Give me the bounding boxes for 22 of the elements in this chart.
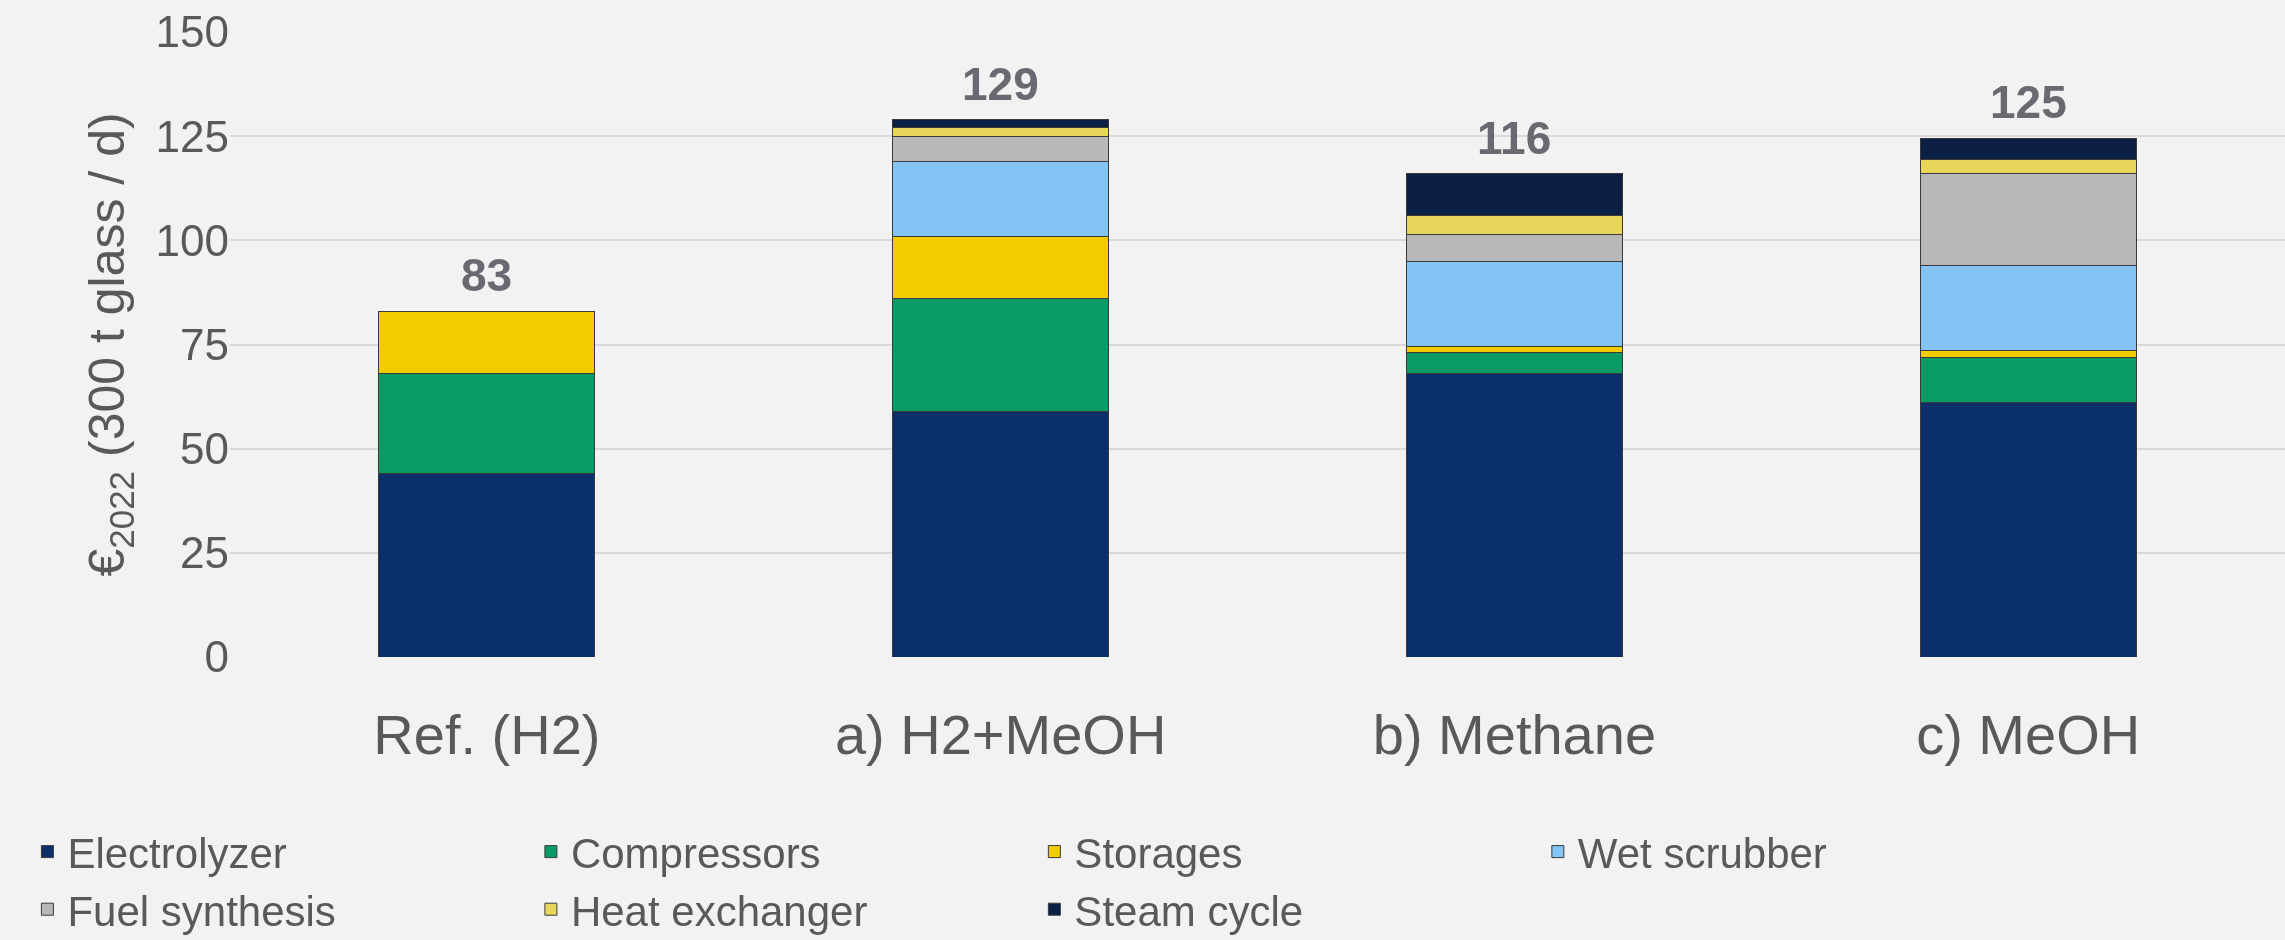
y-tick-label: 25 [180, 528, 229, 578]
legend-label: Compressors [570, 829, 821, 877]
y-tick-label: 50 [180, 424, 229, 474]
y-tick-label: 100 [155, 215, 229, 265]
x-tick-label: Ref. (H2) [373, 703, 601, 766]
y-tick-label: 150 [155, 7, 229, 57]
total-label: 116 [1477, 112, 1552, 164]
legend-label: Electrolyzer [67, 829, 287, 877]
y-tick-label: 0 [204, 632, 229, 682]
legend-label: Storages [1074, 829, 1243, 877]
legend-label: Heat exchanger [570, 887, 868, 935]
total-label: 83 [461, 249, 513, 301]
x-tick-label: b) Methane [1372, 703, 1657, 766]
y-tick-label: 75 [180, 319, 229, 369]
legend-label: Fuel synthesis [67, 887, 336, 935]
y-tick-label: 125 [155, 111, 229, 161]
legend-label: Steam cycle [1074, 887, 1304, 935]
total-label: 129 [962, 58, 1039, 110]
legend-label: Wet scrubber [1577, 829, 1827, 877]
total-label: 125 [1990, 76, 2067, 128]
x-tick-label: c) MeOH [1916, 703, 2141, 766]
x-tick-label: a) H2+MeOH [834, 703, 1167, 766]
